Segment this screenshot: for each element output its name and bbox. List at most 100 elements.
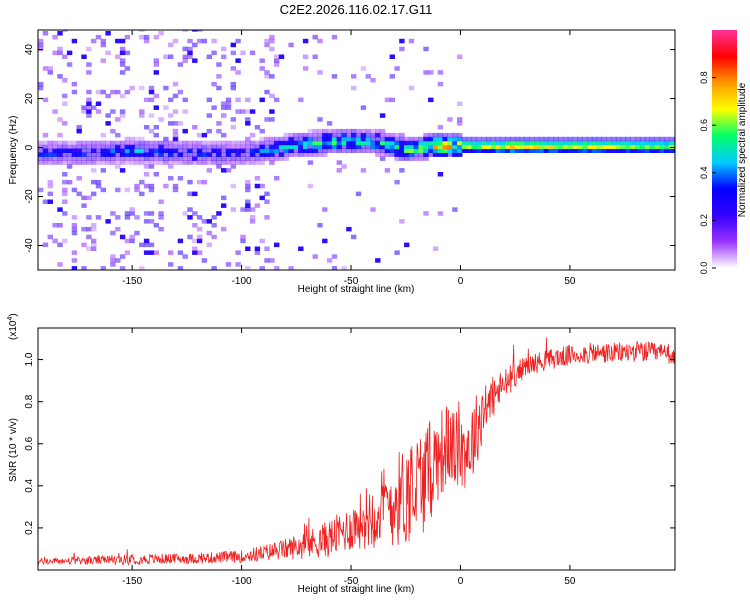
spectrogram-cell	[235, 38, 241, 44]
spectrogram-cell	[428, 152, 434, 157]
spectrogram-cell	[346, 136, 352, 142]
spectrogram-cell	[143, 140, 150, 146]
spectrogram-cell	[264, 140, 270, 146]
spectrogram-cell	[264, 42, 270, 48]
spectrogram-cell	[119, 140, 126, 146]
spectrogram-cell	[307, 183, 314, 189]
spectrogram-cell	[216, 144, 222, 150]
spectrogram-cell	[91, 246, 97, 251]
spectrogram-cell	[158, 140, 164, 146]
spectrogram-cell	[495, 148, 501, 153]
spectrogram-cell	[365, 148, 371, 153]
spectrogram-cell	[288, 140, 294, 146]
spectrogram-cell	[601, 148, 607, 153]
spectrogram-cell	[288, 152, 294, 157]
snr-frame	[37, 327, 676, 571]
spectrogram-cell	[240, 140, 246, 146]
spectrogram-cell	[635, 144, 641, 150]
spectrogram-cell	[591, 148, 598, 153]
spectrogram-cell	[274, 54, 280, 59]
spectrogram-cell	[601, 140, 607, 146]
spectrogram-cell	[240, 152, 246, 157]
spectrogram-cell	[307, 136, 314, 142]
spectrogram-cell	[254, 148, 261, 153]
spectrogram-cell	[534, 144, 540, 150]
spectrogram-cell	[230, 85, 236, 91]
spectrogram-cell	[312, 152, 318, 157]
spectrogram-cell	[225, 144, 232, 150]
spectrogram-cell	[640, 148, 646, 153]
spectrogram-cell	[457, 148, 463, 153]
spectrogram-cell	[119, 266, 126, 270]
spectrogram-cell	[336, 132, 342, 138]
spectrogram-cell	[312, 144, 318, 150]
spectrogram-cell	[115, 164, 121, 169]
spectrogram-cell	[442, 140, 448, 146]
spectrogram-cell	[370, 78, 376, 83]
spectrogram-cell	[322, 136, 328, 142]
spectrogram-cell	[615, 148, 622, 153]
spectrogram-cell	[312, 140, 318, 146]
spectrogram-cell	[134, 183, 140, 189]
spectrogram-cell	[119, 46, 126, 52]
spectrogram-cell	[408, 140, 415, 146]
spectrogram-cell	[360, 128, 367, 134]
spectrogram-cell	[95, 109, 102, 114]
spectrogram-cell	[240, 234, 246, 240]
spectrogram-cell	[148, 183, 155, 189]
spectrogram-cell	[481, 148, 487, 153]
spectrogram-cell	[182, 140, 188, 146]
spectrogram-cell	[216, 121, 222, 126]
spectrogram-cell	[254, 176, 261, 181]
spectrogram-cell	[235, 140, 241, 146]
spectrogram-cell	[384, 168, 391, 173]
spectrogram-cell	[148, 128, 155, 134]
colorbar-tick-label: 0.8	[699, 71, 709, 84]
spectrogram-cell	[293, 132, 299, 138]
spectrogram-cell	[148, 187, 155, 193]
spectrogram-cell	[192, 191, 198, 197]
spectrogram-cell	[505, 136, 511, 142]
spectrogram-cell	[668, 140, 675, 146]
spectrogram-cell	[485, 140, 492, 146]
spectrogram-cell	[274, 58, 280, 63]
spectrogram-cell	[192, 156, 198, 161]
spectrogram-cell	[110, 128, 116, 134]
spectrogram-cell	[452, 207, 458, 212]
spectrogram-cell	[38, 81, 44, 87]
spectrogram-cell	[129, 238, 135, 244]
spectrogram-cell	[177, 152, 184, 157]
spectrogram-cell	[148, 219, 155, 224]
spectrogram-cell	[216, 140, 222, 146]
spectrogram-cell	[404, 136, 410, 142]
spectrogram-cell	[259, 156, 265, 161]
spectrogram-cell	[201, 144, 208, 150]
spectrogram-cell	[177, 140, 184, 146]
spectrogram-cell	[457, 132, 463, 138]
spectrogram-cell	[115, 140, 121, 146]
spectrogram-cell	[278, 152, 285, 157]
spectrogram-cell	[172, 187, 179, 193]
spectrogram-cell	[399, 46, 405, 52]
spectrogram-cell	[216, 128, 222, 134]
spectrogram-cell	[105, 160, 111, 165]
spectrogram-cell	[148, 144, 155, 150]
spectrogram-cell	[225, 160, 232, 165]
spectrogram-cell	[71, 152, 78, 157]
spectrogram-cell	[86, 89, 92, 95]
spectrogram-cell	[81, 144, 87, 150]
spectrogram-cell	[42, 152, 49, 157]
spectrogram-cell	[221, 226, 227, 232]
spectrogram-cell	[177, 238, 184, 244]
spectrogram-cell	[413, 152, 419, 157]
spectrogram-cell	[534, 140, 540, 146]
spectrogram-cell	[322, 238, 328, 244]
spectrogram-cell	[649, 144, 655, 150]
spectrogram-cell	[124, 211, 131, 216]
spectrogram-cell	[153, 156, 159, 161]
spectrogram-cell	[428, 140, 434, 146]
spectrogram-cell	[644, 144, 651, 150]
spectrogram-cell	[158, 144, 164, 150]
colorbar: 0.0 0.2 0.4 0.6 0.8 Normalized spectral ampl…	[699, 30, 748, 274]
spectrogram-cell	[148, 85, 155, 91]
